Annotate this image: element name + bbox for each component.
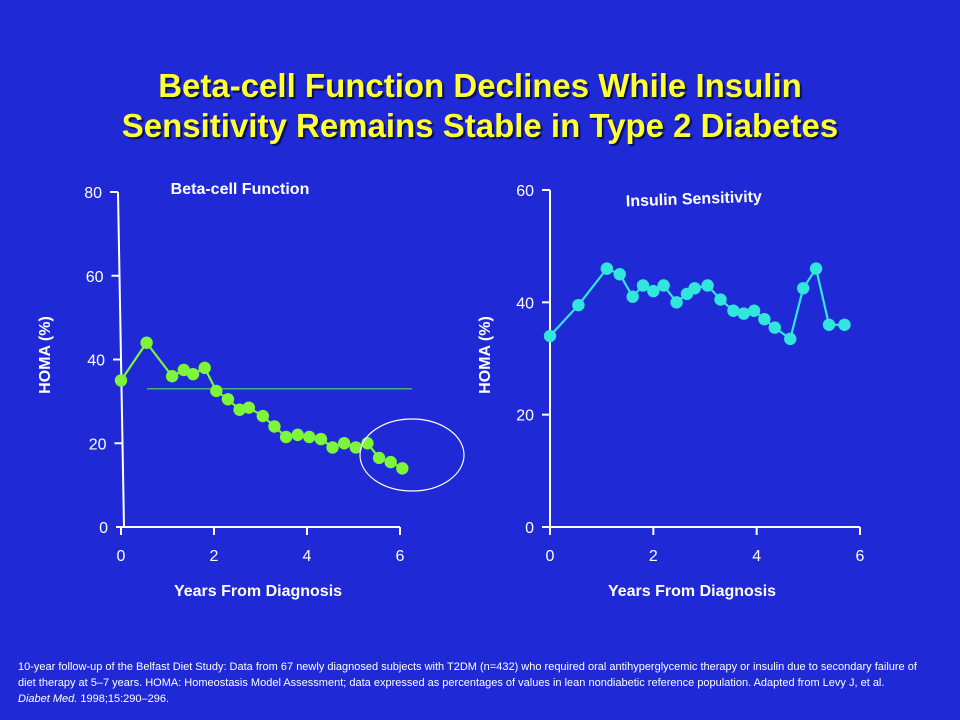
data-point	[326, 441, 339, 454]
x-tick-label: 0	[546, 548, 555, 565]
data-point	[688, 282, 701, 295]
data-point	[809, 262, 823, 275]
y-axis-label: HOMA (%)	[477, 316, 494, 394]
title-line-2: Sensitivity Remains Stable in Type 2 Dia…	[121, 107, 839, 144]
data-point	[268, 420, 281, 433]
data-point	[737, 307, 750, 320]
series-line	[549, 267, 845, 340]
x-tick-label: 2	[649, 548, 658, 565]
data-point	[303, 430, 316, 444]
y-tick-label: 60	[516, 183, 534, 200]
data-point	[701, 279, 714, 292]
y-tick-label: 80	[84, 185, 102, 202]
chart-title: Beta-cell Function	[171, 181, 310, 198]
data-point	[349, 441, 363, 454]
highlight-ellipse	[359, 418, 465, 492]
data-point	[796, 282, 810, 295]
data-point	[186, 367, 200, 381]
x-axis-label: Years From Diagnosis	[608, 583, 776, 600]
data-point	[198, 361, 211, 375]
y-tick-label: 40	[516, 295, 534, 312]
data-point	[221, 393, 235, 406]
x-tick-label: 2	[210, 548, 219, 565]
y-axis-label: HOMA (%)	[37, 316, 54, 394]
chart-title: Insulin Sensitivity	[626, 189, 763, 211]
data-point	[114, 374, 128, 387]
data-point	[210, 384, 223, 398]
data-point	[384, 455, 397, 469]
footnote: 10-year follow-up of the Belfast Diet St…	[18, 659, 918, 707]
chart-insulin-sensitivity: 0 20 40 60 0 2 4 6 Years From Diagnosis HOMA (%) I…	[477, 183, 865, 600]
y-tick-label: 60	[86, 269, 104, 286]
data-point	[242, 401, 256, 414]
data-point	[572, 298, 585, 312]
data-point	[670, 296, 683, 309]
x-tick-label: 4	[752, 548, 761, 565]
footnote-citation: 1998;15:290–296.	[77, 693, 170, 705]
data-point	[714, 293, 727, 306]
data-point	[758, 312, 771, 326]
data-point	[657, 279, 670, 292]
data-point	[256, 409, 270, 423]
title-line-1: Beta-cell Function Declines While Insuli…	[158, 67, 802, 104]
data-point	[372, 451, 386, 465]
data-point	[784, 332, 797, 346]
slide-title: Beta-cell Function Declines While Insuli…	[40, 66, 920, 146]
chart-beta-cell-function: 0 20 40 60 80 0 2 4 6 Years From Diagnosis HOMA (%…	[37, 181, 465, 600]
data-point	[177, 363, 190, 377]
data-point	[140, 336, 153, 349]
footnote-journal: Diabet Med.	[18, 693, 78, 705]
x-axis-label: Years From Diagnosis	[174, 583, 342, 600]
y-tick-label: 40	[87, 353, 105, 370]
y-tick-label: 0	[99, 520, 108, 537]
data-point	[279, 430, 293, 444]
data-point	[636, 279, 650, 292]
data-point	[768, 321, 781, 334]
data-point	[314, 432, 328, 446]
data-point	[822, 318, 836, 331]
data-point	[396, 462, 409, 475]
x-tick-label: 6	[856, 548, 865, 565]
y-tick-label: 20	[89, 436, 107, 453]
data-point	[647, 284, 660, 298]
data-point	[747, 304, 761, 317]
y-tick-label: 20	[516, 408, 534, 425]
x-tick-label: 4	[303, 548, 312, 565]
x-tick-label: 6	[396, 548, 405, 565]
data-point	[600, 262, 614, 275]
x-tick-label: 0	[117, 548, 126, 565]
footnote-text: 10-year follow-up of the Belfast Diet St…	[18, 661, 917, 689]
data-point	[233, 403, 246, 416]
y-tick-label: 0	[525, 520, 534, 537]
data-point	[338, 437, 351, 450]
data-point	[543, 329, 557, 343]
data-point	[291, 428, 304, 442]
data-point	[626, 290, 639, 303]
data-point	[165, 370, 179, 383]
data-point	[727, 304, 740, 317]
data-point	[838, 318, 851, 331]
data-point	[613, 268, 626, 281]
